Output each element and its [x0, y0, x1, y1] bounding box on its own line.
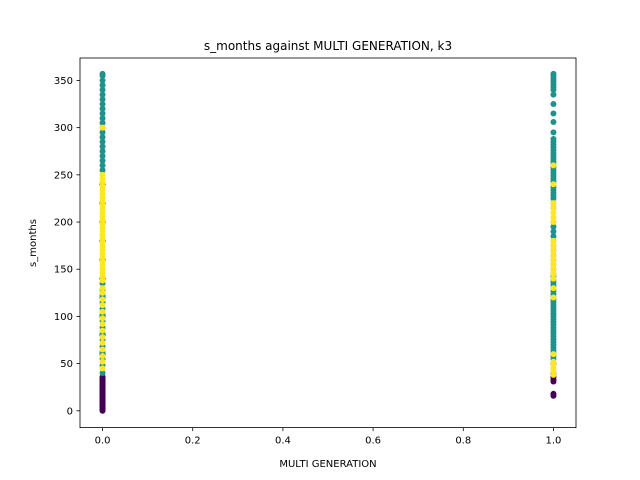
data-point — [99, 346, 106, 353]
data-point — [99, 138, 106, 145]
data-point — [550, 91, 557, 98]
y-tick-label: 250 — [54, 170, 73, 181]
data-point — [550, 101, 557, 108]
data-point — [99, 334, 106, 341]
data-point — [99, 124, 106, 131]
data-point — [550, 181, 557, 188]
data-point — [99, 320, 106, 327]
data-point — [550, 242, 557, 249]
y-axis-label: s_months — [28, 219, 39, 267]
data-point — [99, 134, 106, 141]
data-point — [550, 256, 557, 263]
data-point — [99, 157, 106, 164]
data-point — [99, 365, 106, 372]
y-tick-label: 150 — [54, 265, 73, 276]
data-point — [99, 129, 106, 136]
x-tick-label: 0.4 — [275, 436, 291, 447]
data-point — [99, 82, 106, 89]
data-point — [550, 275, 557, 282]
data-point — [550, 358, 557, 365]
data-point — [550, 129, 557, 136]
y-tick-label: 200 — [54, 218, 73, 229]
data-point — [99, 327, 106, 334]
data-point — [550, 266, 557, 273]
data-point — [99, 86, 106, 93]
data-point — [99, 162, 106, 169]
x-tick-label: 0.8 — [455, 436, 471, 447]
x-axis-label: MULTI GENERATION — [279, 459, 376, 470]
x-tick-label: 0.0 — [95, 436, 111, 447]
data-point — [550, 200, 557, 207]
data-point — [550, 70, 557, 77]
data-point — [99, 353, 106, 360]
data-point — [99, 91, 106, 98]
data-point — [99, 119, 106, 126]
data-point — [550, 223, 557, 230]
data-point — [99, 96, 106, 103]
data-point — [99, 171, 106, 178]
x-tick-label: 1.0 — [546, 436, 562, 447]
data-point — [550, 162, 557, 169]
data-point — [550, 233, 557, 240]
plot-frame — [79, 57, 577, 429]
data-point — [550, 252, 557, 259]
data-point — [550, 270, 557, 277]
y-axis: 0 50 100 150 200 250 300 350 — [54, 76, 80, 417]
x-tick-label: 0.6 — [365, 436, 381, 447]
data-points — [99, 70, 557, 414]
data-point — [550, 285, 557, 292]
x-axis: 0.0 0.2 0.4 0.6 0.8 1.0 — [95, 427, 562, 447]
data-point — [550, 118, 557, 125]
data-point — [99, 308, 106, 315]
data-point — [550, 390, 557, 397]
y-tick-label: 300 — [54, 123, 73, 134]
data-point — [99, 115, 106, 122]
data-point — [99, 101, 106, 108]
data-point — [99, 358, 106, 365]
data-point — [99, 77, 106, 84]
data-point — [550, 247, 557, 254]
data-point — [550, 219, 557, 226]
data-point — [99, 370, 106, 377]
data-point — [99, 152, 106, 159]
data-point — [99, 296, 106, 303]
data-point — [99, 148, 106, 155]
data-point — [99, 110, 106, 117]
data-point — [550, 228, 557, 235]
data-point — [99, 285, 106, 292]
data-point — [99, 105, 106, 112]
data-point — [550, 261, 557, 268]
data-point — [99, 339, 106, 346]
data-point — [550, 214, 557, 221]
chart-title: s_months against MULTI GENERATION, k3 — [204, 39, 452, 53]
data-point — [99, 70, 106, 77]
data-point — [550, 110, 557, 117]
y-tick-label: 100 — [54, 312, 73, 323]
data-point — [550, 209, 557, 216]
data-point — [99, 302, 106, 309]
x-tick-label: 0.2 — [185, 436, 201, 447]
y-tick-label: 50 — [60, 359, 73, 370]
data-point — [550, 294, 557, 301]
data-point — [99, 143, 106, 150]
data-point — [99, 315, 106, 322]
y-tick-label: 350 — [54, 76, 73, 87]
data-point — [550, 351, 557, 358]
data-point — [550, 135, 557, 142]
data-point — [99, 167, 106, 174]
data-point — [99, 289, 106, 296]
data-point — [550, 237, 557, 244]
data-point — [550, 204, 557, 211]
y-tick-label: 0 — [67, 406, 73, 417]
